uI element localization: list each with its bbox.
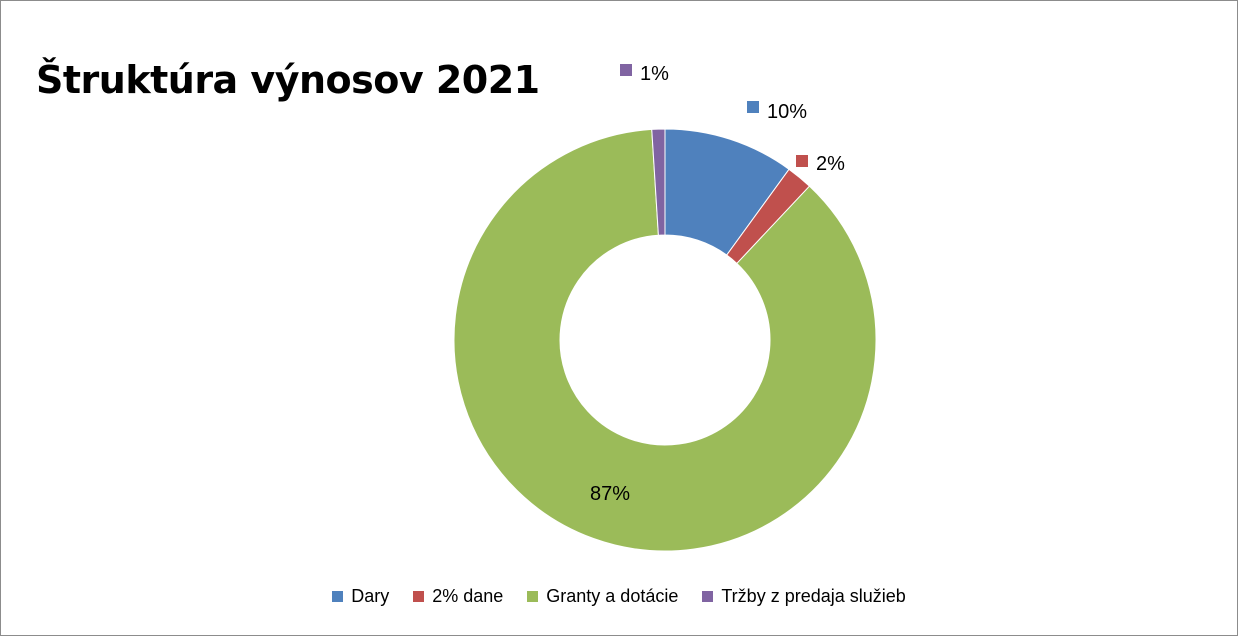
legend-swatch-2-dane xyxy=(413,591,425,602)
legend-swatch-trzby xyxy=(702,591,714,602)
legend: Dary 2% dane Granty a dotácie Tržby z pr… xyxy=(0,586,1238,607)
slice-granty xyxy=(453,128,877,552)
data-label-dary: 10% xyxy=(767,101,807,123)
legend-item-granty: Granty a dotácie xyxy=(527,586,678,607)
legend-item-2-dane: 2% dane xyxy=(413,586,503,607)
legend-label-trzby: Tržby z predaja služieb xyxy=(721,586,906,606)
data-label-2-dane: 2% xyxy=(816,153,845,175)
slice-trzby xyxy=(651,128,666,236)
legend-label-2-dane: 2% dane xyxy=(432,586,504,606)
legend-swatch-granty xyxy=(527,591,539,602)
chart-title: Štruktúra výnosov 2021 xyxy=(36,58,540,102)
legend-label-dary: Dary xyxy=(351,586,390,606)
data-label-key-dary xyxy=(747,101,759,113)
legend-label-granty: Granty a dotácie xyxy=(546,586,679,606)
data-label-key-2-dane xyxy=(796,155,808,167)
legend-swatch-dary xyxy=(332,591,344,602)
data-label-granty: 87% xyxy=(590,483,630,505)
legend-item-trzby: Tržby z predaja služieb xyxy=(702,586,906,607)
data-label-key-trzby xyxy=(620,64,632,76)
data-label-trzby: 1% xyxy=(640,63,669,85)
legend-item-dary: Dary xyxy=(332,586,389,607)
